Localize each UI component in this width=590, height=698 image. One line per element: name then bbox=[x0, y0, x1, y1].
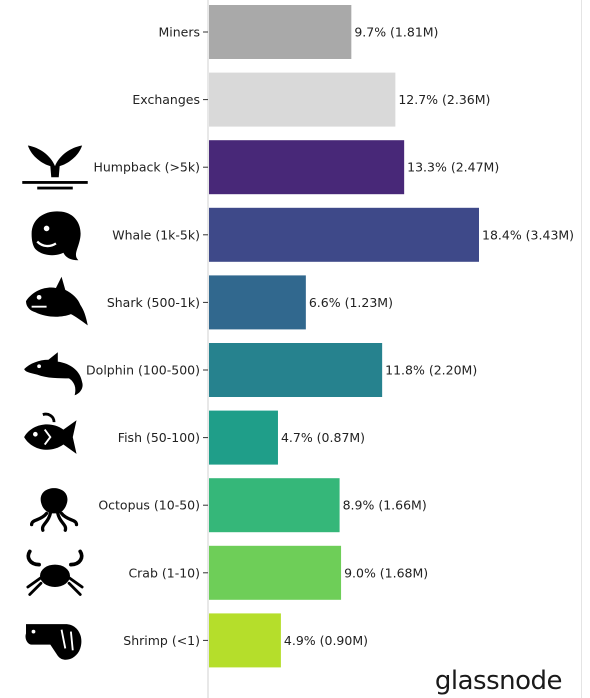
bar-2 bbox=[209, 140, 405, 195]
fish-icon bbox=[16, 409, 94, 467]
bar-3 bbox=[209, 207, 479, 262]
whale-tail-icon bbox=[16, 138, 94, 196]
bar-8 bbox=[209, 545, 342, 600]
bar-6 bbox=[209, 410, 278, 465]
glassnode-watermark: glassnode bbox=[434, 666, 563, 696]
bar-1 bbox=[209, 72, 396, 127]
bar-0 bbox=[209, 5, 352, 59]
whale-icon bbox=[16, 206, 94, 264]
data-label-6: 4.7% (0.87M) bbox=[281, 430, 365, 445]
crab-icon bbox=[16, 544, 94, 602]
dolphin-icon bbox=[16, 341, 94, 399]
shrimp-icon bbox=[16, 611, 94, 669]
data-label-3: 18.4% (3.43M) bbox=[482, 227, 574, 242]
y-tick-label-8: Crab (1-10) bbox=[128, 565, 200, 580]
y-tick-label-5: Dolphin (100-500) bbox=[86, 363, 200, 378]
data-label-7: 8.9% (1.66M) bbox=[343, 498, 427, 513]
bar-7 bbox=[209, 478, 340, 533]
data-label-2: 13.3% (2.47M) bbox=[407, 160, 499, 175]
data-label-8: 9.0% (1.68M) bbox=[344, 565, 428, 580]
y-tick-label-7: Octopus (10-50) bbox=[98, 498, 200, 513]
octopus-icon bbox=[16, 476, 94, 534]
y-tick-label-2: Humpback (>5k) bbox=[93, 160, 200, 175]
bar-9 bbox=[209, 613, 281, 668]
y-tick-label-0: Miners bbox=[158, 25, 200, 40]
data-label-1: 12.7% (2.36M) bbox=[398, 92, 490, 107]
data-label-5: 11.8% (2.20M) bbox=[385, 363, 477, 378]
y-tick-label-3: Whale (1k-5k) bbox=[112, 227, 200, 242]
data-label-0: 9.7% (1.81M) bbox=[354, 25, 438, 40]
y-tick-label-9: Shrimp (<1) bbox=[123, 633, 200, 648]
chart-frame-border bbox=[581, 0, 582, 698]
y-tick-label-6: Fish (50-100) bbox=[118, 430, 200, 445]
data-label-4: 6.6% (1.23M) bbox=[309, 295, 393, 310]
y-tick-label-1: Exchanges bbox=[132, 92, 200, 107]
shark-icon bbox=[16, 273, 94, 331]
bar-5 bbox=[209, 343, 383, 397]
y-tick-label-4: Shark (500-1k) bbox=[107, 295, 200, 310]
bar-4 bbox=[209, 275, 306, 330]
data-label-9: 4.9% (0.90M) bbox=[284, 633, 368, 648]
